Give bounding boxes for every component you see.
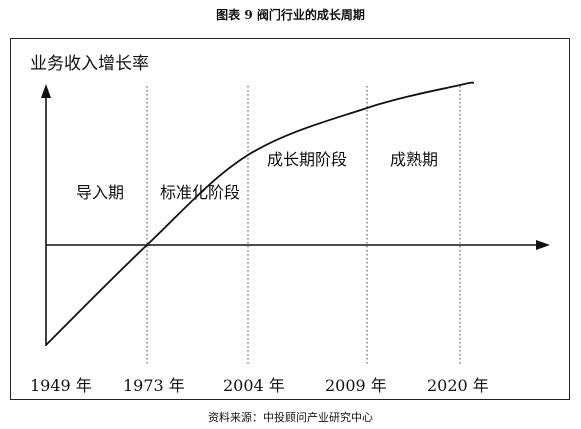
stage-label-maturity: 成熟期 bbox=[390, 150, 438, 169]
stage-label-growth: 成长期阶段 bbox=[267, 150, 347, 169]
y-axis-label: 业务收入增长率 bbox=[30, 54, 149, 74]
y-axis-arrow bbox=[41, 84, 51, 98]
x-tick-label: 1973 年 bbox=[123, 376, 185, 395]
x-tick-labels: 1949 年 1973 年 2004 年 2009 年 2020 年 bbox=[30, 376, 489, 395]
figure-title: 图表 9 阀门行业的成长周期 bbox=[216, 8, 365, 22]
x-tick-label: 2009 年 bbox=[325, 376, 387, 395]
x-axis-arrow bbox=[536, 240, 550, 250]
source-note: 资料来源：中投顾问产业研究中心 bbox=[208, 411, 373, 424]
stage-label-standardization: 标准化阶段 bbox=[160, 183, 240, 202]
x-tick-label: 1949 年 bbox=[30, 376, 92, 395]
growth-curve bbox=[45, 81, 475, 346]
stage-label-introduction: 导入期 bbox=[76, 183, 124, 202]
stage-divider-lines bbox=[146, 86, 461, 365]
chart-frame bbox=[10, 38, 570, 400]
x-tick-label: 2004 年 bbox=[223, 376, 285, 395]
x-tick-label: 2020 年 bbox=[427, 376, 489, 395]
